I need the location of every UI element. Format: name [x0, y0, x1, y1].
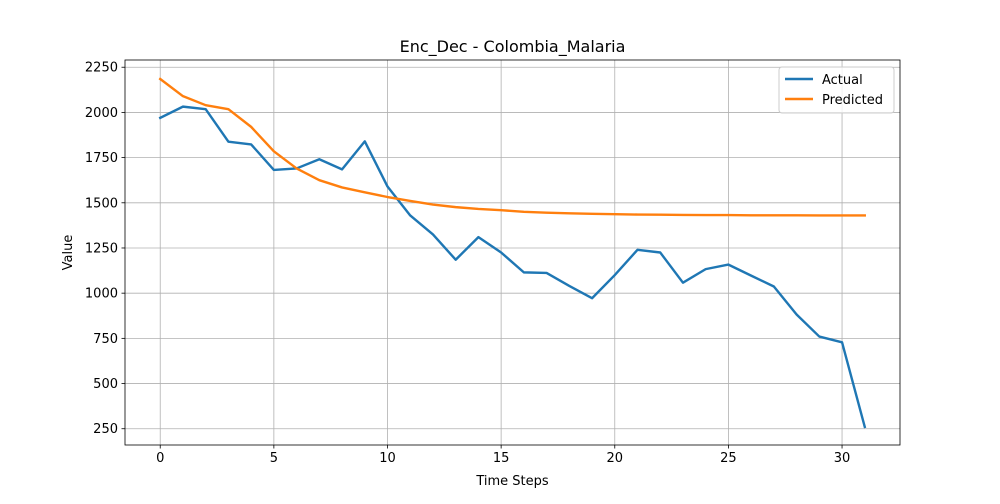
- y-axis-label: Value: [61, 235, 76, 271]
- y-tick-label: 2000: [85, 106, 118, 121]
- legend-label-predicted: Predicted: [822, 93, 883, 108]
- series-line-predicted: [158, 77, 866, 217]
- plot-frame: [124, 59, 901, 446]
- x-tick-label: 30: [834, 451, 851, 466]
- y-tick-label: 2250: [85, 61, 118, 76]
- y-tick-label: 250: [93, 422, 118, 437]
- legend-label-actual: Actual: [822, 73, 863, 88]
- y-tick-label: 1000: [85, 287, 118, 302]
- x-axis-label: Time Steps: [475, 474, 549, 489]
- y-tick-label: 1250: [85, 241, 118, 256]
- x-tick-label: 20: [606, 451, 623, 466]
- y-tick-label: 1500: [85, 196, 118, 211]
- series-layer: [158, 77, 867, 429]
- legend: Actual Predicted: [778, 66, 895, 114]
- y-tick-label: 500: [93, 377, 118, 392]
- grid-lines: [125, 60, 900, 445]
- x-tick-label: 0: [156, 451, 164, 466]
- y-tick-label: 1750: [85, 151, 118, 166]
- x-tick-label: 15: [493, 451, 510, 466]
- x-tick-label: 10: [379, 451, 396, 466]
- x-tick-label: 25: [720, 451, 737, 466]
- series-line-actual: [158, 105, 867, 429]
- x-tick-label: 5: [270, 451, 278, 466]
- chart-title: Enc_Dec - Colombia_Malaria: [400, 37, 626, 57]
- axis-ticks: 0 5 10 15 20 25 30 250 500 750 1000 1250 1500 1750 200…: [85, 61, 850, 466]
- y-tick-label: 750: [93, 332, 118, 347]
